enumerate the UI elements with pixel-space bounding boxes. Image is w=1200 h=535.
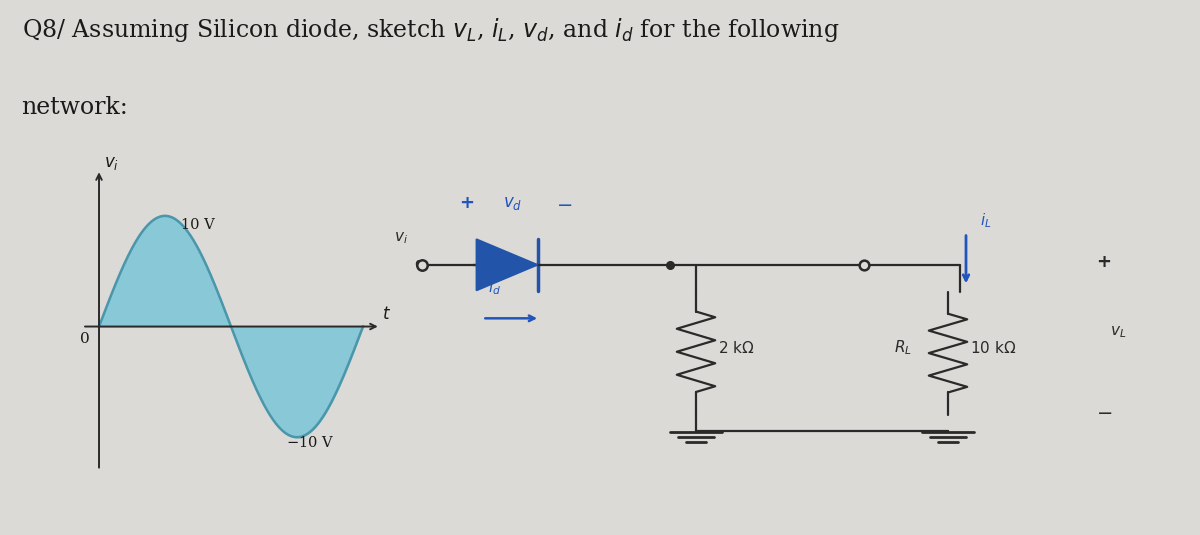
Text: 2 k$\Omega$: 2 k$\Omega$ <box>718 340 754 356</box>
Text: $i_d$: $i_d$ <box>488 278 502 297</box>
Text: $v_d$: $v_d$ <box>503 194 523 212</box>
Text: $-$: $-$ <box>1096 402 1112 422</box>
Text: network:: network: <box>22 96 128 119</box>
Text: 0: 0 <box>80 332 90 346</box>
Text: $v_i$: $v_i$ <box>104 155 119 172</box>
Text: $R_L$: $R_L$ <box>894 339 912 357</box>
Polygon shape <box>476 239 538 291</box>
Text: 10 k$\Omega$: 10 k$\Omega$ <box>970 340 1016 356</box>
Text: Q8/ Assuming Silicon diode, sketch $v_L$, $i_L$, $v_d$, and $i_d$ for the follow: Q8/ Assuming Silicon diode, sketch $v_L$… <box>22 16 839 44</box>
Text: o: o <box>414 257 422 271</box>
Text: $v_L$: $v_L$ <box>1110 324 1127 340</box>
Text: $t$: $t$ <box>382 306 391 323</box>
Text: +: + <box>460 194 474 212</box>
Text: $v_i$: $v_i$ <box>394 231 408 246</box>
Text: $-$: $-$ <box>556 194 572 213</box>
Text: $-$10 V: $-$10 V <box>287 435 335 450</box>
Text: +: + <box>1097 253 1111 271</box>
Text: 10 V: 10 V <box>181 218 215 232</box>
Text: $i_L$: $i_L$ <box>980 211 992 230</box>
